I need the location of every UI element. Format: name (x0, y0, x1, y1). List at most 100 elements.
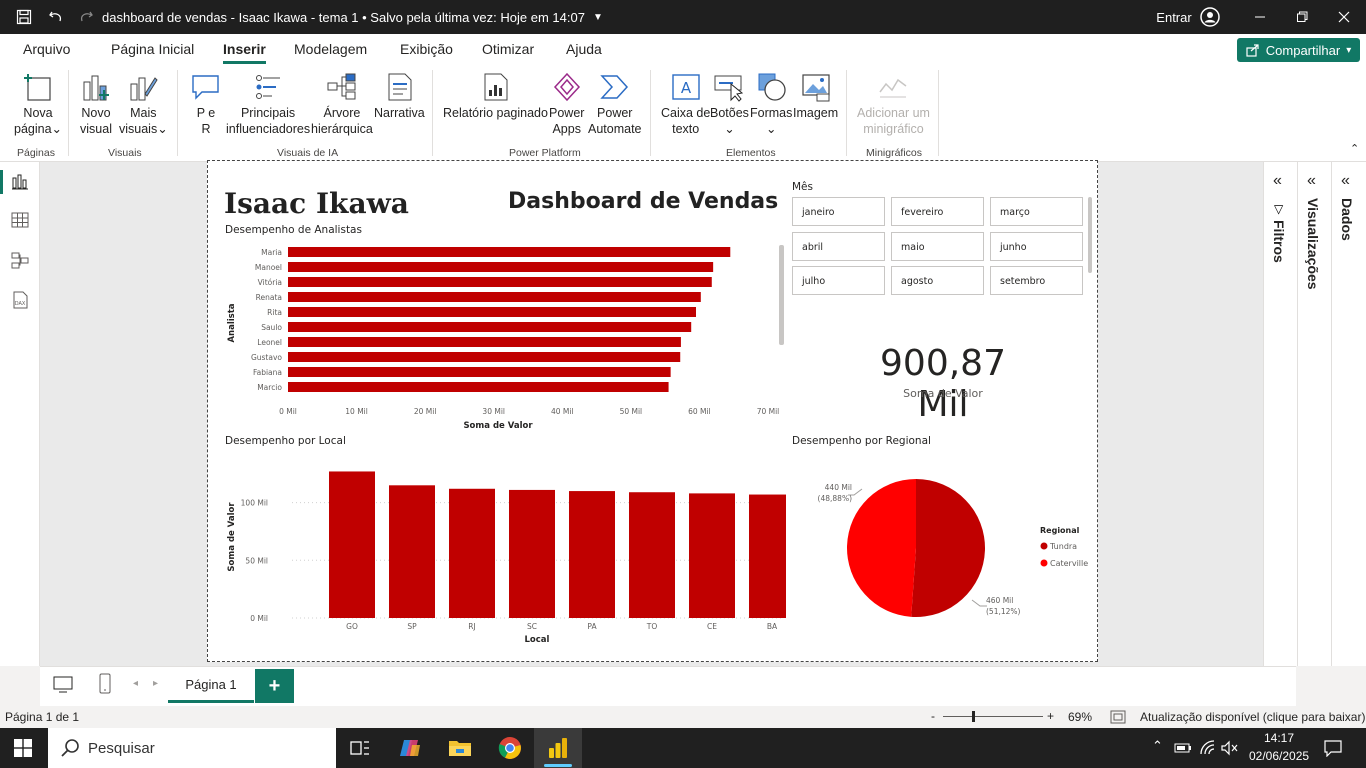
pie-data-label-pct: (51,12%) (986, 607, 1021, 616)
battery-icon[interactable] (1174, 741, 1192, 755)
expand-data-icon[interactable]: « (1341, 172, 1350, 189)
notifications-icon[interactable] (1324, 739, 1342, 757)
file-explorer-icon[interactable] (440, 732, 480, 764)
slicer-item-fevereiro[interactable]: fevereiro (891, 197, 984, 226)
botoes-button[interactable]: Botões ⌄ (710, 72, 749, 137)
formas-button[interactable]: Formas ⌄ (750, 72, 792, 137)
slicer-item-junho[interactable]: junho (990, 231, 1083, 261)
power-automate-label-1: Power (597, 106, 633, 120)
qa-icon (192, 75, 219, 100)
mais-visuais-button[interactable]: Mais visuais⌄ (119, 72, 168, 137)
group-label-power-platform: Power Platform (509, 147, 581, 159)
location-column-chart[interactable]: 0 Mil 50 Mil 100 Mil GO SP RJ SC PA TO CE BA Local S… (224, 453, 786, 649)
chart-scrollbar[interactable] (779, 245, 784, 345)
undo-icon[interactable] (44, 0, 68, 34)
nova-label-2: página⌄ (14, 122, 63, 136)
volume-muted-icon[interactable] (1220, 740, 1238, 756)
next-page-icon[interactable]: ▸ (153, 678, 159, 689)
mobile-layout-icon[interactable] (98, 673, 112, 695)
power-apps-button[interactable]: Power Apps (549, 72, 584, 137)
power-automate-icon (600, 75, 628, 99)
regional-pie-chart[interactable]: 460 Mil (51,12%) 440 Mil (48,88%) Regional Tu… (792, 453, 1092, 633)
power-automate-label-2: Automate (588, 122, 642, 136)
table-view-icon[interactable] (10, 210, 30, 230)
save-icon[interactable] (12, 0, 36, 34)
relatorio-paginado-button[interactable]: Relatório paginado (443, 72, 548, 121)
slicer-item-maio[interactable]: maio (891, 231, 984, 261)
clock-date[interactable]: 02/06/2025 (1249, 749, 1310, 763)
slicer-scrollbar[interactable] (1088, 197, 1092, 273)
taskbar-search[interactable]: Pesquisar (48, 728, 336, 768)
add-page-button[interactable]: + (255, 669, 294, 703)
collapse-ribbon-icon[interactable]: ⌃ (1350, 143, 1360, 155)
analyst-bar-chart[interactable]: Maria Manoel Vitória Renata Rita Saulo Leonel G… (224, 239, 784, 435)
dax-query-icon[interactable]: DAX (10, 290, 30, 310)
power-bi-icon[interactable] (534, 728, 582, 768)
desktop-layout-icon[interactable] (52, 675, 74, 695)
model-view-icon[interactable] (10, 250, 30, 270)
location-bar (449, 488, 495, 618)
adicionar-minigrafico-button[interactable]: Adicionar um minigráfico (857, 72, 930, 137)
windows-start-icon[interactable] (14, 739, 32, 757)
location-bar (749, 494, 786, 618)
share-button[interactable]: Compartilhar ▾ (1237, 38, 1360, 62)
imagem-button[interactable]: Imagem (793, 72, 838, 121)
new-page-icon (24, 74, 51, 101)
tray-overflow-icon[interactable]: ⌃ (1152, 738, 1163, 753)
data-pane[interactable]: « Dados (1332, 162, 1366, 666)
page-tab-1[interactable]: Página 1 (168, 669, 254, 703)
zoom-in-button[interactable]: + (1047, 709, 1055, 723)
location-bar (569, 491, 615, 618)
update-notice[interactable]: Atualização disponível (clique para baix… (1140, 710, 1366, 724)
tab-modelagem[interactable]: Modelagem (294, 41, 368, 57)
task-view-icon[interactable] (340, 732, 380, 764)
slicer-item-março[interactable]: março (990, 197, 1083, 226)
location-category-label: GO (346, 622, 358, 631)
slicer-item-janeiro[interactable]: janeiro (792, 197, 885, 226)
slicer-item-agosto[interactable]: agosto (891, 266, 984, 295)
zoom-out-button[interactable]: - (931, 709, 935, 723)
arvore-hierarquica-button[interactable]: Árvore hierárquica (311, 72, 373, 137)
nova-pagina-button[interactable]: Nova página⌄ (14, 72, 62, 137)
chrome-icon[interactable] (490, 732, 530, 764)
signin-button[interactable]: Entrar (1152, 0, 1224, 34)
narrativa-button[interactable]: Narrativa (374, 72, 425, 121)
analyst-bar (288, 247, 731, 257)
zoom-level[interactable]: 69% (1068, 710, 1093, 724)
clock-time[interactable]: 14:17 (1264, 731, 1295, 745)
chevron-down-icon[interactable]: ▼ (592, 11, 603, 23)
pe-r-button[interactable]: P e R (190, 72, 222, 137)
tab-arquivo[interactable]: Arquivo (23, 41, 71, 57)
tab-ajuda[interactable]: Ajuda (566, 41, 602, 57)
tab-pagina-inicial[interactable]: Página Inicial (111, 41, 195, 57)
wifi-icon[interactable] (1199, 740, 1217, 756)
shapes-icon (758, 73, 786, 101)
author-title: Isaac Ikawa (224, 187, 409, 220)
tab-exibicao[interactable]: Exibição (400, 41, 453, 57)
visualizations-pane[interactable]: « Visualizações (1298, 162, 1332, 666)
zoom-thumb[interactable] (972, 711, 975, 722)
expand-filters-icon[interactable]: « (1273, 172, 1282, 189)
arvore-label-1: Árvore (323, 106, 361, 120)
regional-chart-title: Desempenho por Regional (792, 435, 931, 447)
power-automate-button[interactable]: Power Automate (588, 72, 642, 137)
novo-visual-button[interactable]: Novo visual (80, 72, 112, 137)
report-view-icon[interactable] (10, 172, 30, 192)
redo-icon[interactable] (74, 0, 98, 34)
slicer-item-setembro[interactable]: setembro (990, 266, 1083, 295)
tab-otimizar[interactable]: Otimizar (482, 41, 535, 57)
slicer-item-julho[interactable]: julho (792, 266, 885, 295)
zoom-slider[interactable] (943, 711, 1043, 722)
tab-inserir[interactable]: Inserir (223, 41, 266, 64)
fit-page-icon[interactable] (1110, 710, 1126, 724)
principais-influenciadores-button[interactable]: Principais influenciadores (226, 72, 310, 137)
restore-button[interactable] (1282, 0, 1322, 34)
close-button[interactable] (1324, 0, 1364, 34)
copilot-icon[interactable] (390, 732, 430, 764)
slicer-item-abril[interactable]: abril (792, 231, 885, 261)
minimize-button[interactable] (1240, 0, 1280, 34)
expand-visualizations-icon[interactable]: « (1307, 172, 1316, 189)
caixa-texto-button[interactable]: A Caixa de texto (661, 72, 710, 137)
prev-page-icon[interactable]: ◂ (133, 678, 139, 689)
filters-pane[interactable]: « ▽ Filtros (1264, 162, 1298, 666)
